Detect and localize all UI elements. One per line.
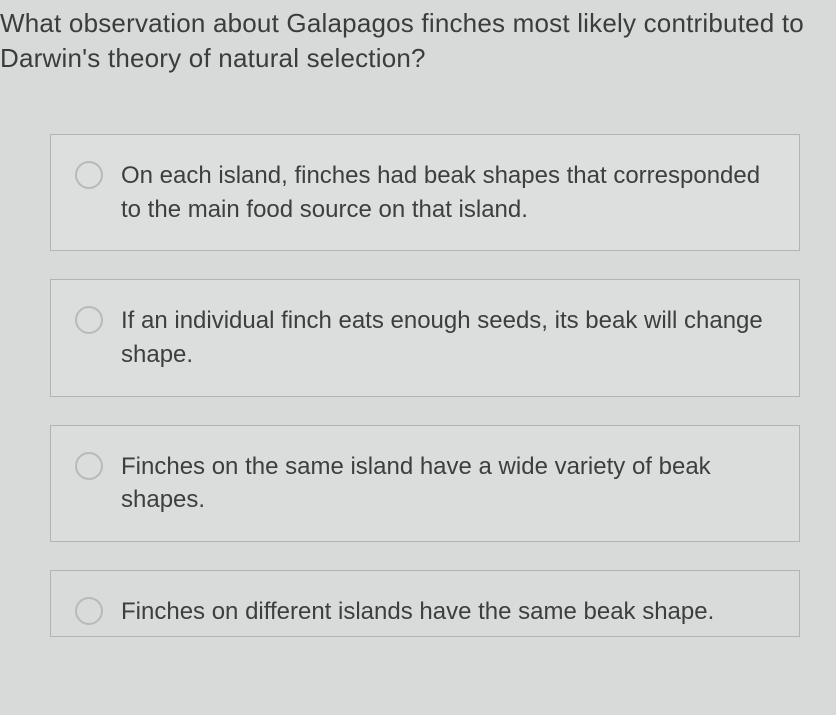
- option-2-label: If an individual finch eats enough seeds…: [121, 304, 775, 371]
- question-prompt: What observation about Galapagos finches…: [0, 0, 836, 76]
- radio-icon[interactable]: [75, 306, 103, 334]
- option-4[interactable]: Finches on different islands have the sa…: [50, 570, 800, 638]
- option-1[interactable]: On each island, finches had beak shapes …: [50, 134, 800, 251]
- option-3-label: Finches on the same island have a wide v…: [121, 450, 775, 517]
- option-4-label: Finches on different islands have the sa…: [121, 595, 724, 629]
- question-line-2: Darwin's theory of natural selection?: [0, 43, 426, 73]
- radio-icon[interactable]: [75, 161, 103, 189]
- options-group: On each island, finches had beak shapes …: [0, 76, 836, 637]
- radio-icon[interactable]: [75, 597, 103, 625]
- radio-icon[interactable]: [75, 452, 103, 480]
- option-1-label: On each island, finches had beak shapes …: [121, 159, 775, 226]
- option-2[interactable]: If an individual finch eats enough seeds…: [50, 279, 800, 396]
- question-line-1: What observation about Galapagos finches…: [0, 8, 804, 38]
- option-3[interactable]: Finches on the same island have a wide v…: [50, 425, 800, 542]
